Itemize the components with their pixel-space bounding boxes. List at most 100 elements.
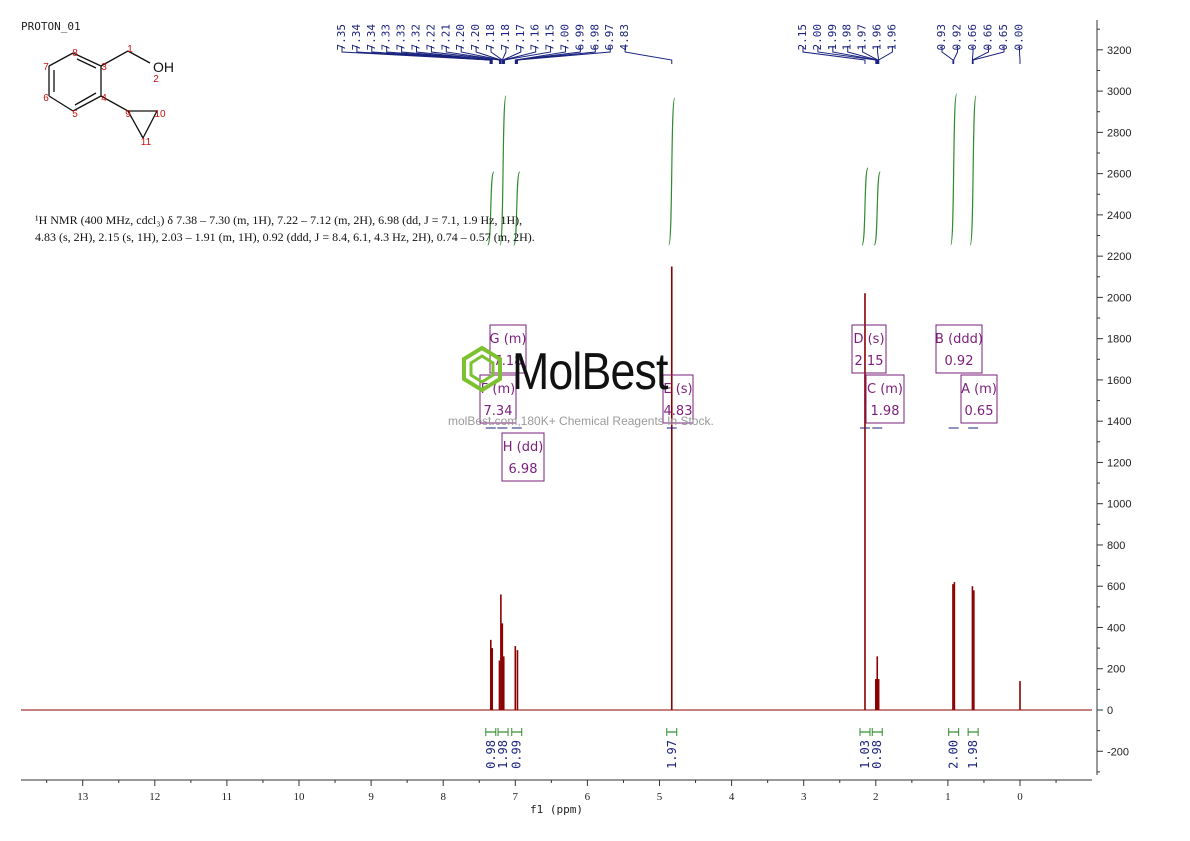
peak-pick-label: 1.99 [826,24,839,51]
x-tick-label: 1 [945,791,951,803]
multiplet-box [489,324,527,374]
bond [76,58,97,69]
atom-number-label: 7 [43,62,49,73]
y-tick-label: 2000 [1107,292,1131,304]
peak-pick-label: 7.20 [454,24,467,51]
multiplet-label: G (m) [489,332,526,347]
integral-curve [513,171,521,246]
peak-pick-label: 0.65 [997,24,1010,51]
y-tick-label: 2400 [1107,210,1131,222]
integral-curve [873,171,881,246]
watermark-brand: MolBest [512,343,668,401]
axes: 13 12 11 10 9 8 7 6 5 4 3 2 1 0-200020040060080010001… [21,20,1131,803]
integral-value: 1.03 [858,740,872,769]
integral-labels: 0.981.98 0.99 1.97 1.030.98 2.00 1.98 [484,728,980,769]
peak-pick-label: 0.66 [966,24,979,51]
y-tick-label: 0 [1107,705,1113,717]
multiplet-value: 2.15 [855,354,884,369]
nmr-description-line: ¹H NMR (400 MHz, cdcl₃) δ 7.38 – 7.30 (m… [35,213,523,227]
peak-pick-connector [516,46,611,64]
multiplet-box [501,432,545,482]
peak-pick-connector [401,46,493,64]
peak-pick-label: 0.93 [935,24,948,51]
x-tick-label: 13 [77,791,89,803]
peak-pick-label: 7.33 [380,24,393,51]
peak-pick-label: 7.00 [559,24,572,51]
y-tick-label: 1600 [1107,375,1131,387]
integral-curve [499,95,507,246]
atom-number-label: 2 [153,74,159,85]
atom-number-label: 11 [141,137,152,148]
atom-number-label: 3 [101,62,107,73]
multiplet-label: B (ddd) [935,332,983,347]
x-tick-label: 9 [368,791,374,803]
peak-pick-label: 7.22 [424,24,437,51]
x-tick-label: 12 [149,791,160,803]
bond [100,95,129,112]
peak-pick-connector [371,46,492,64]
oh-label: OH [153,59,174,75]
peak-pick-label: 7.18 [484,24,497,51]
x-axis-label: f1 (ppm) [530,803,583,816]
y-tick-label: 2800 [1107,127,1131,139]
peak-pick-label: 4.83 [618,24,631,51]
peak-pick-connector [832,46,878,64]
peak-pick-label: 1.97 [856,24,869,51]
peak-pick-label: 7.15 [544,24,557,51]
x-tick-label: 0 [1017,791,1023,803]
peak-pick-connector [971,46,989,64]
y-tick-label: 1800 [1107,334,1131,346]
peak-pick-label: 7.21 [439,24,452,51]
integral-value: 1.97 [665,740,679,769]
molecule-structure [48,50,158,139]
integral-curve [950,93,958,246]
peak-pick-label: 2.15 [796,24,809,51]
x-tick-label: 10 [294,791,306,803]
atom-number-label: 9 [125,109,131,120]
multiplet-value: 0.92 [945,354,974,369]
integral-curve [861,167,869,246]
atom-number-label: 4 [101,93,107,104]
atom-number-label: 1 [127,44,133,55]
multiplet-box [935,324,983,374]
peak-pick-connector [502,46,522,64]
integral-value: 0.99 [510,740,524,769]
peak-pick-connector [515,46,581,64]
peak-pick-label: 1.96 [885,24,898,51]
bond [72,52,102,67]
integral-curve [668,97,676,246]
peak-pick-connector [817,46,877,64]
peak-pick-connector [847,46,878,64]
atom-number-label: 5 [72,109,78,120]
peak-pick-label: 7.33 [395,24,408,51]
multiplet-label: C (m) [867,382,903,397]
peak-pick-label: 6.98 [588,24,601,51]
bond [48,95,74,112]
atom-number-label: 6 [43,93,49,104]
y-tick-label: 1200 [1107,457,1131,469]
peak-pick-connector [941,46,954,64]
x-tick-label: 2 [873,791,879,803]
bond [127,50,151,64]
peak-pick-label: 0.92 [951,24,964,51]
peak-pick-connector [878,46,893,64]
multiplet-label: D (s) [853,332,884,347]
multiplet-value: 7.34 [484,404,513,419]
peak-pick-connector [516,46,596,64]
peak-pick-connector [503,46,552,64]
integral-value: 0.98 [870,740,884,769]
integral-value: 0.98 [484,740,498,769]
peak-pick-connector [972,46,1005,64]
peak-pick-label: 6.99 [573,24,586,51]
multiplet-label: H (dd) [503,440,544,455]
nmr-description: ¹H NMR (400 MHz, cdcl₃) δ 7.38 – 7.30 (m… [35,212,635,246]
peak-picks: 7.35 7.34 7.34 7.33 7.33 7.32 7.22 7.21 7.20 7.20… [335,24,1026,64]
peak-pick-label: 7.35 [335,24,348,51]
bond [72,95,102,112]
peak-pick-label: 7.34 [365,24,378,51]
molbest-logo-icon [462,345,502,393]
peak-pick-label: 7.17 [514,24,527,51]
peak-pick-label: 6.97 [603,24,616,51]
y-tick-label: 200 [1107,664,1125,676]
